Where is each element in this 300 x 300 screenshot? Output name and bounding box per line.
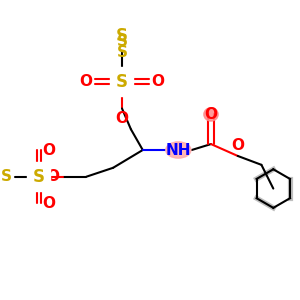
Text: S: S bbox=[33, 168, 45, 186]
Text: S: S bbox=[116, 45, 128, 60]
Text: O: O bbox=[152, 74, 165, 89]
Text: NH: NH bbox=[166, 142, 191, 158]
Text: S: S bbox=[116, 73, 128, 91]
Ellipse shape bbox=[204, 108, 218, 121]
Text: O: O bbox=[205, 107, 218, 122]
Text: S: S bbox=[1, 169, 12, 184]
Text: O: O bbox=[116, 111, 128, 126]
Text: O: O bbox=[43, 196, 56, 211]
Text: S: S bbox=[116, 34, 128, 49]
Text: O: O bbox=[79, 74, 92, 89]
Text: O: O bbox=[231, 138, 244, 153]
Text: O: O bbox=[47, 169, 60, 184]
Text: S: S bbox=[116, 27, 128, 45]
Ellipse shape bbox=[166, 142, 191, 158]
Text: O: O bbox=[43, 142, 56, 158]
